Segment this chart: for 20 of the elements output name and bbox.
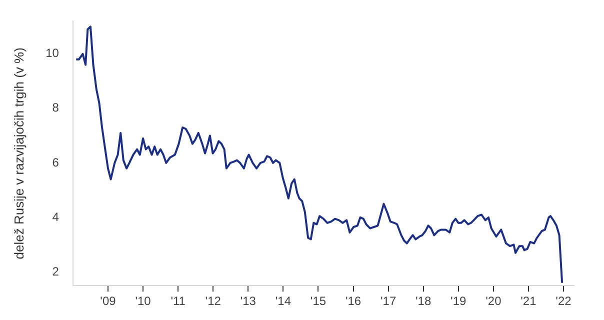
y-axis-title: delež Rusije v razvijajočih trgih (v %) <box>11 48 26 260</box>
x-tick-label: '13 <box>240 294 256 308</box>
y-tick-label: 4 <box>52 210 60 224</box>
x-tick-label: '16 <box>345 294 362 308</box>
x-tick-label: '21 <box>520 294 537 308</box>
x-tick-label: '12 <box>205 294 222 308</box>
x-tick-label: '20 <box>486 294 502 308</box>
x-tick-label: '15 <box>310 294 326 308</box>
x-tick-label: '19 <box>450 294 467 308</box>
y-tick-label: 6 <box>52 155 60 170</box>
y-tick-label: 10 <box>46 46 60 60</box>
y-tick-label: 8 <box>52 100 60 115</box>
x-tick-label: '18 <box>416 294 432 308</box>
x-tick-label: '09 <box>100 294 116 308</box>
x-tick-label: '17 <box>380 294 396 308</box>
x-tick-label: '10 <box>135 294 152 308</box>
y-tick-label: 2 <box>52 264 60 278</box>
x-tick-label: '22 <box>556 294 572 308</box>
x-tick-label: '14 <box>275 294 292 308</box>
x-tick-label: '11 <box>170 294 186 308</box>
